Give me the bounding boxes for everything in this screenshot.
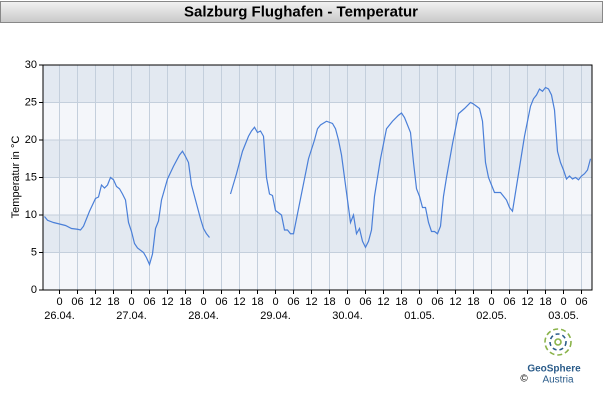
date-label: 03.05. — [548, 310, 579, 322]
x-tick-label: 0 — [200, 296, 206, 308]
date-label: 02.05. — [476, 310, 507, 322]
grid-band — [43, 140, 592, 178]
x-tick-label: 18 — [539, 296, 551, 308]
x-tick-label: 0 — [488, 296, 494, 308]
x-tick-label: 12 — [305, 296, 317, 308]
y-tick-label: 30 — [25, 59, 37, 71]
x-tick-label: 12 — [233, 296, 245, 308]
grid-band — [43, 215, 592, 253]
x-tick-label: 12 — [377, 296, 389, 308]
chart-title: Salzburg Flughafen - Temperatur — [184, 3, 418, 20]
x-tick-label: 0 — [128, 296, 134, 308]
x-tick-label: 06 — [575, 296, 587, 308]
y-tick-label: 20 — [25, 134, 37, 146]
date-label: 30.04. — [332, 310, 363, 322]
date-label: 01.05. — [404, 310, 435, 322]
x-tick-label: 12 — [521, 296, 533, 308]
y-tick-label: 10 — [25, 209, 37, 221]
copyright: © — [520, 374, 528, 385]
x-tick-label: 18 — [251, 296, 263, 308]
x-tick-label: 0 — [416, 296, 422, 308]
x-tick-label: 18 — [179, 296, 191, 308]
x-tick-label: 12 — [449, 296, 461, 308]
date-label: 28.04. — [188, 310, 219, 322]
x-tick-label: 06 — [359, 296, 371, 308]
temperature-line — [44, 86, 592, 267]
x-tick-label: 06 — [143, 296, 155, 308]
x-tick-label: 12 — [89, 296, 101, 308]
y-tick-label: 5 — [31, 246, 37, 258]
date-label: 27.04. — [116, 310, 147, 322]
grid-band — [43, 65, 592, 103]
y-tick-label: 0 — [31, 284, 37, 296]
x-tick-label: 12 — [161, 296, 173, 308]
plot-frame — [42, 64, 593, 291]
grid-band — [43, 177, 592, 215]
x-tick-label: 18 — [107, 296, 119, 308]
x-tick-label: 06 — [215, 296, 227, 308]
x-tick-label: 0 — [272, 296, 278, 308]
x-tick-label: 18 — [395, 296, 407, 308]
grid-band — [43, 102, 592, 140]
date-label: 26.04. — [44, 310, 75, 322]
x-tick-label: 0 — [56, 296, 62, 308]
grid-band — [43, 252, 592, 290]
y-axis-label: Temperatur in °C — [10, 136, 22, 219]
x-tick-label: 18 — [323, 296, 335, 308]
date-label: 29.04. — [260, 310, 291, 322]
x-tick-label: 18 — [467, 296, 479, 308]
y-tick-label: 25 — [25, 96, 37, 108]
x-tick-label: 06 — [287, 296, 299, 308]
x-tick-label: 06 — [71, 296, 83, 308]
x-tick-label: 0 — [344, 296, 350, 308]
x-tick-label: 06 — [503, 296, 515, 308]
logo-country: Austria — [542, 375, 574, 386]
x-tick-label: 0 — [560, 296, 566, 308]
y-tick-label: 15 — [25, 171, 37, 183]
x-tick-label: 06 — [431, 296, 443, 308]
logo-name: GeoSphere — [527, 364, 581, 375]
logo-icon — [544, 328, 572, 356]
